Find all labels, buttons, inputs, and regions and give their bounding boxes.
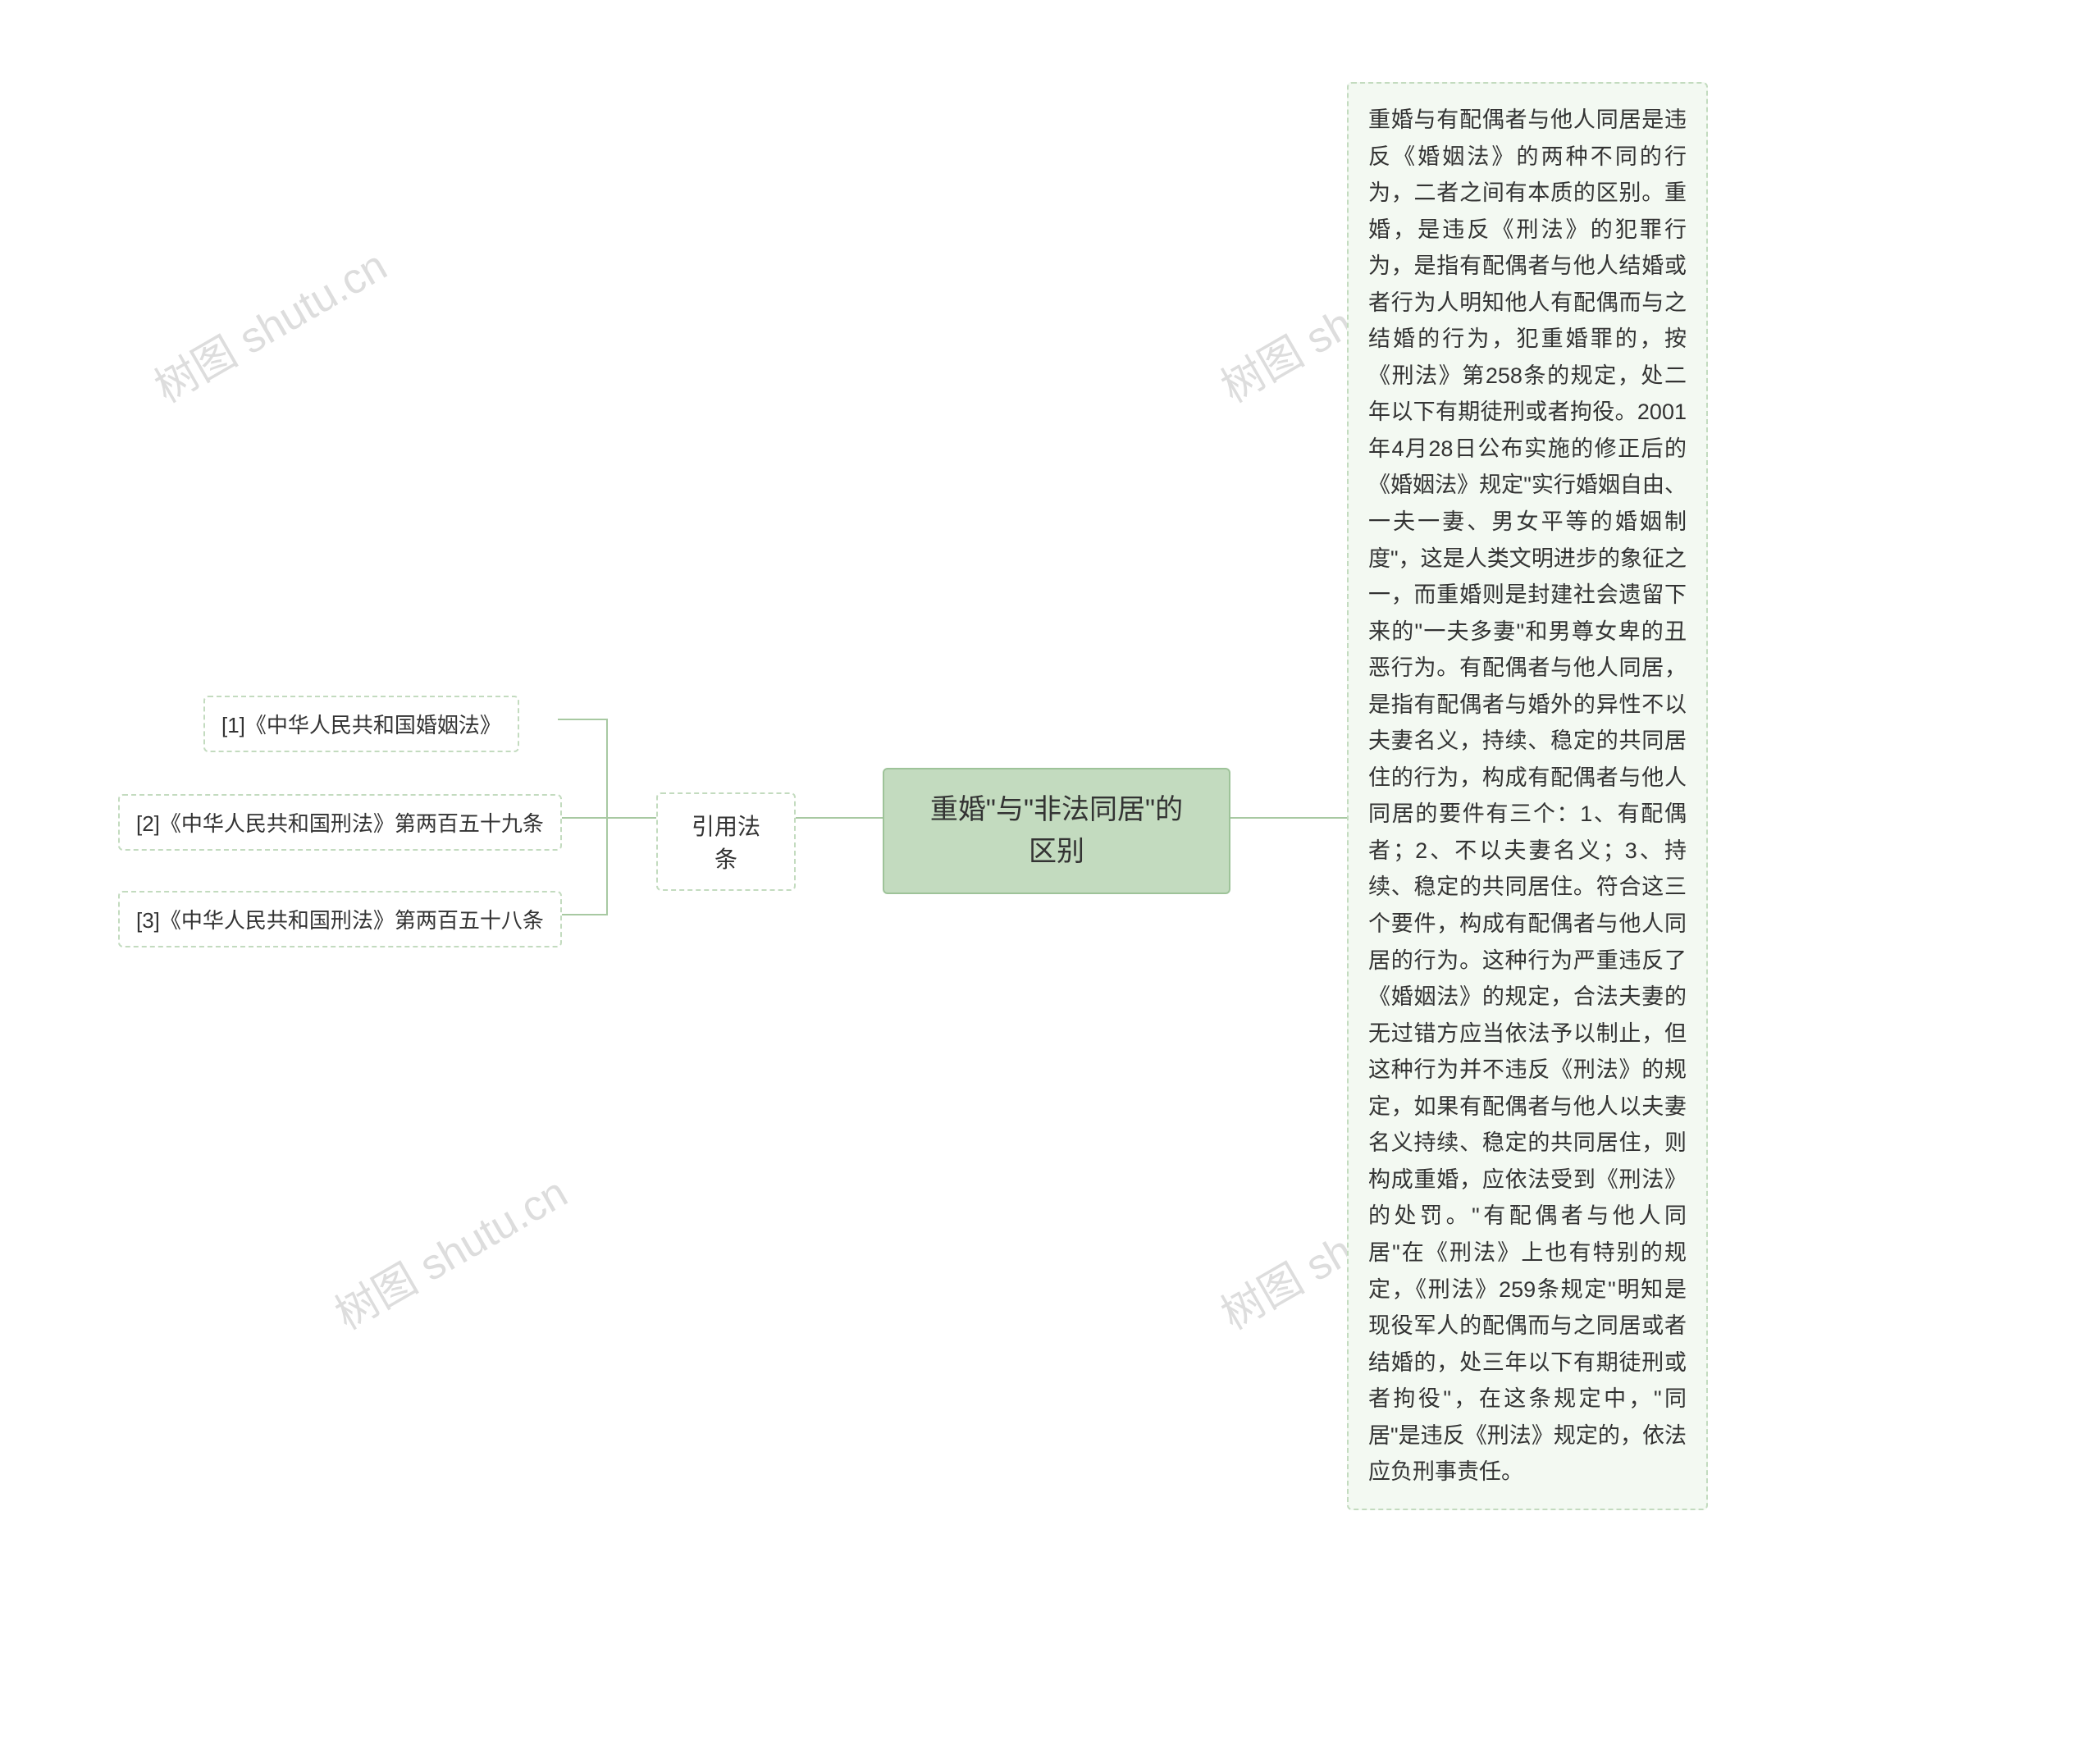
watermark: 树图 shutu.cn	[322, 1159, 577, 1341]
leaf-text: [3]《中华人民共和国刑法》第两百五十八条	[136, 908, 544, 933]
leaf-text: [1]《中华人民共和国婚姻法》	[221, 713, 501, 737]
leaf-node-law-1[interactable]: [1]《中华人民共和国婚姻法》	[203, 696, 519, 752]
center-node[interactable]: 重婚"与"非法同居"的 区别	[883, 768, 1230, 894]
watermark: 树图 shutu.cn	[142, 232, 396, 414]
left-branch-label-text: 引用法条	[692, 814, 760, 872]
leaf-node-law-3[interactable]: [3]《中华人民共和国刑法》第两百五十八条	[118, 891, 562, 947]
leaf-text: [2]《中华人民共和国刑法》第两百五十九条	[136, 811, 544, 836]
leaf-node-law-2[interactable]: [2]《中华人民共和国刑法》第两百五十九条	[118, 794, 562, 851]
center-node-text: 重婚"与"非法同居"的 区别	[930, 794, 1183, 867]
right-detail-node[interactable]: 重婚与有配偶者与他人同居是违反《婚姻法》的两种不同的行为，二者之间有本质的区别。…	[1347, 82, 1708, 1510]
left-branch-label[interactable]: 引用法条	[656, 792, 796, 891]
detail-text: 重婚与有配偶者与他人同居是违反《婚姻法》的两种不同的行为，二者之间有本质的区别。…	[1368, 107, 1687, 1484]
